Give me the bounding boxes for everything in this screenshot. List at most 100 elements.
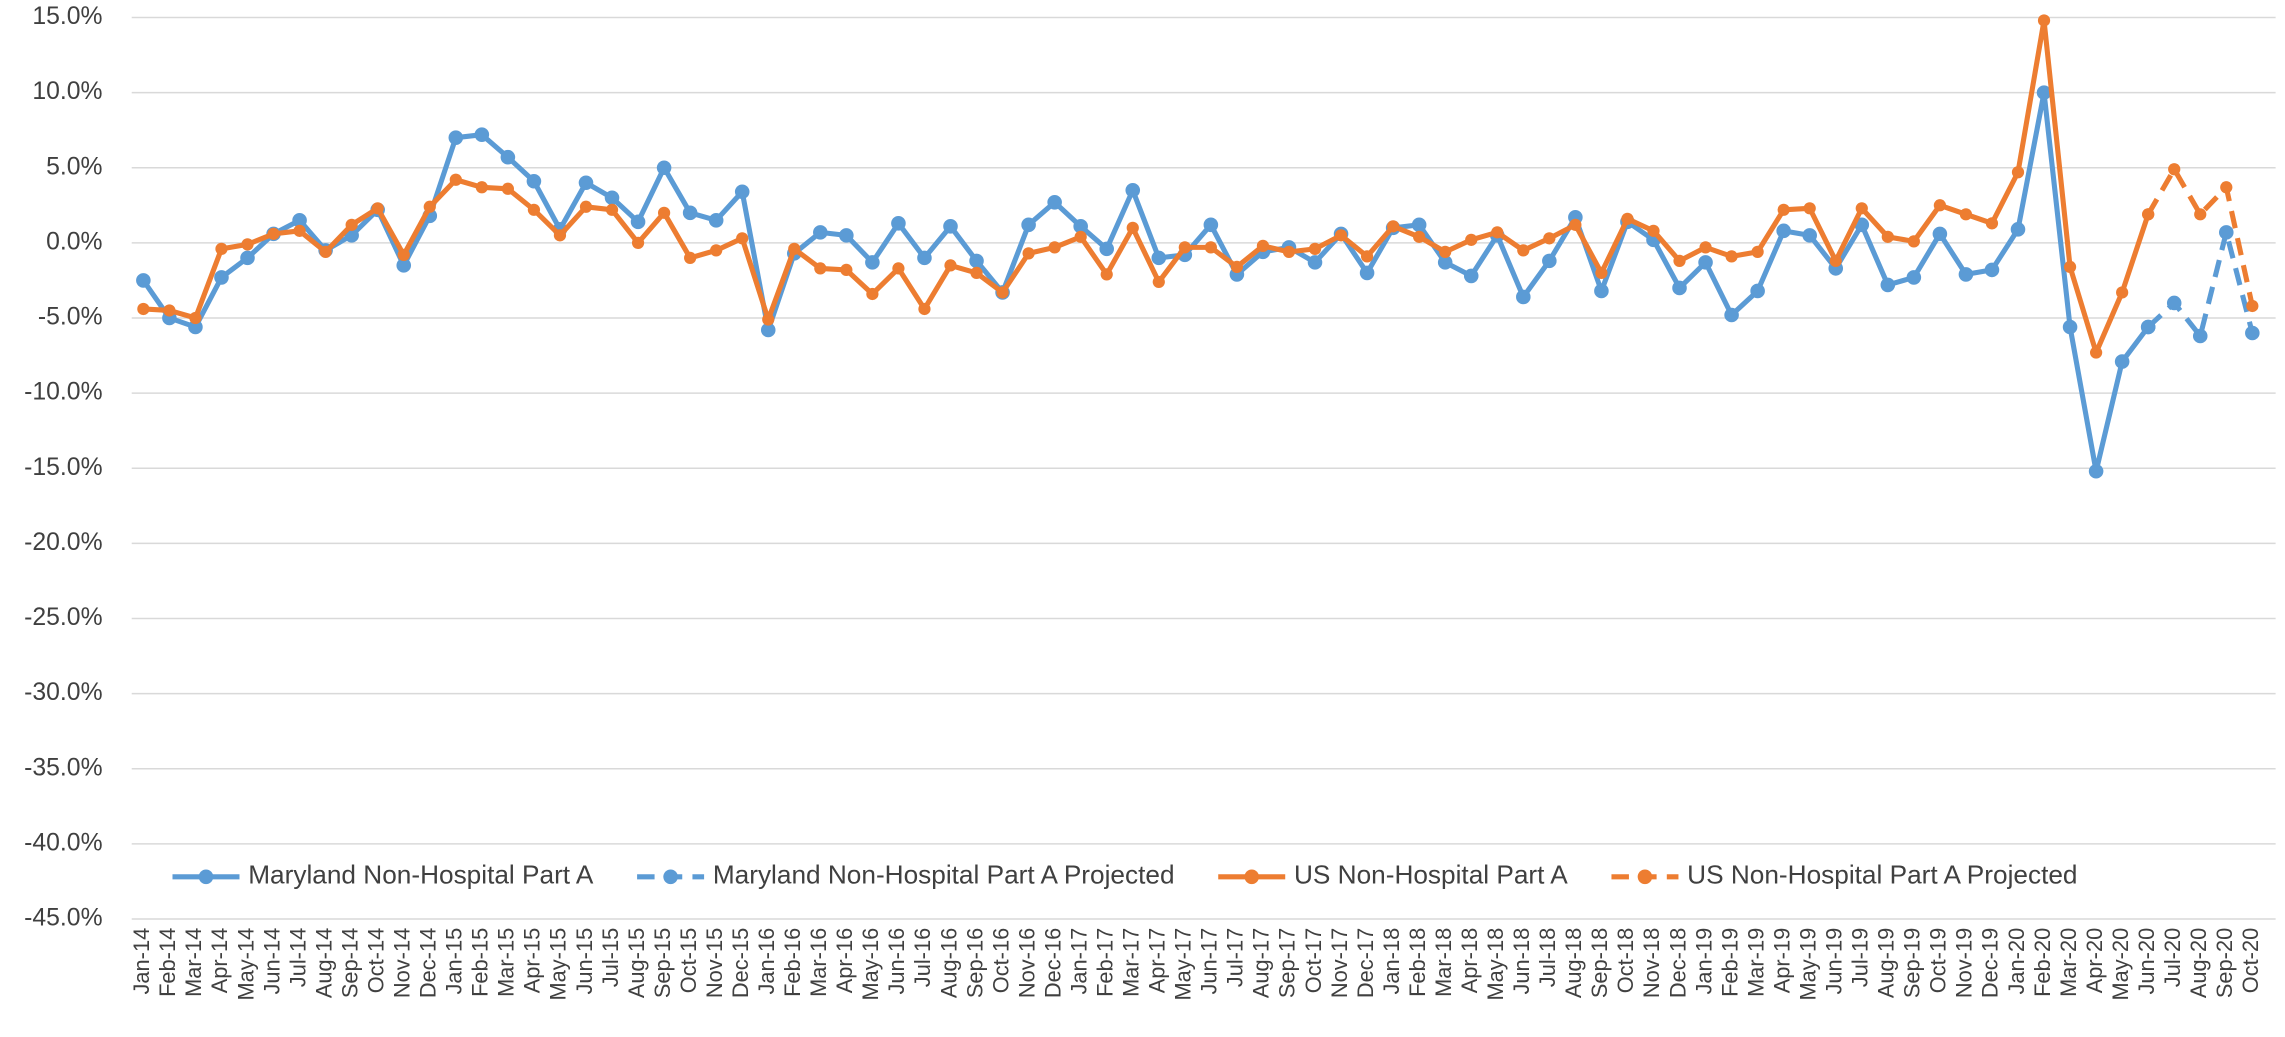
x-tick-label: Mar-14 bbox=[181, 928, 206, 997]
x-tick-label: Sep-17 bbox=[1275, 928, 1300, 998]
data-point bbox=[1048, 241, 1061, 254]
x-tick-label: Feb-15 bbox=[468, 928, 493, 997]
x-tick-label: Mar-19 bbox=[1743, 928, 1768, 997]
x-tick-label: Mar-18 bbox=[1431, 928, 1456, 997]
x-tick-label: Sep-20 bbox=[2212, 928, 2237, 998]
data-point bbox=[1855, 202, 1868, 215]
x-tick-label: Jul-14 bbox=[285, 928, 310, 987]
y-tick-label: -40.0% bbox=[24, 829, 102, 856]
x-tick-label: May-19 bbox=[1795, 928, 1820, 1001]
data-point bbox=[1022, 247, 1035, 260]
y-tick-label: 5.0% bbox=[46, 153, 102, 180]
data-point bbox=[2037, 14, 2051, 27]
x-tick-label: Apr-19 bbox=[1769, 928, 1794, 994]
data-point bbox=[1673, 254, 1686, 268]
data-point bbox=[891, 216, 906, 231]
x-tick-label: Aug-20 bbox=[2186, 928, 2211, 998]
x-tick-label: Jul-20 bbox=[2160, 928, 2185, 987]
data-point bbox=[708, 213, 724, 228]
x-tick-label: Jun-20 bbox=[2134, 928, 2159, 995]
series bbox=[136, 85, 2156, 479]
data-point bbox=[813, 225, 828, 240]
x-tick-label: Mar-20 bbox=[2056, 928, 2081, 997]
data-point bbox=[840, 263, 853, 277]
data-point bbox=[2036, 85, 2052, 100]
data-point bbox=[2063, 260, 2077, 274]
x-tick-label: Jan-19 bbox=[1691, 928, 1716, 995]
x-tick-label: Jul-16 bbox=[910, 928, 935, 987]
x-tick-label: Oct-20 bbox=[2238, 928, 2263, 994]
x-tick-label: Aug-14 bbox=[311, 928, 336, 998]
data-point bbox=[1491, 226, 1504, 239]
data-point bbox=[267, 227, 280, 240]
data-point bbox=[137, 302, 150, 316]
y-tick-label: -5.0% bbox=[38, 304, 103, 331]
data-point bbox=[631, 236, 645, 249]
data-point bbox=[1517, 244, 1530, 257]
data-point bbox=[1387, 220, 1400, 233]
data-point bbox=[1959, 208, 1973, 221]
x-tick-label: May-15 bbox=[546, 928, 571, 1001]
data-point bbox=[1569, 218, 1582, 231]
x-tick-label: Jun-17 bbox=[1197, 928, 1222, 995]
data-point bbox=[1463, 268, 1479, 284]
data-point bbox=[736, 232, 749, 245]
x-tick-label: Oct-16 bbox=[988, 928, 1013, 994]
x-tick-label: Feb-16 bbox=[780, 928, 805, 997]
series bbox=[2142, 163, 2259, 313]
x-tick-label: May-17 bbox=[1171, 928, 1196, 1001]
x-tick-label: Jan-18 bbox=[1379, 928, 1404, 995]
data-point bbox=[319, 245, 332, 258]
data-point bbox=[944, 259, 957, 272]
data-point bbox=[734, 184, 750, 200]
data-point bbox=[1933, 199, 1947, 212]
x-tick-label: Feb-19 bbox=[1717, 928, 1742, 997]
data-point bbox=[684, 251, 697, 265]
x-tick-label: Jun-19 bbox=[1822, 928, 1847, 995]
data-point bbox=[500, 149, 516, 165]
legend-label: Maryland Non-Hospital Part A bbox=[248, 860, 594, 890]
x-tick-label: Oct-15 bbox=[676, 928, 701, 994]
data-point bbox=[1984, 262, 2000, 278]
legend-label: US Non-Hospital Part A Projected bbox=[1687, 860, 2077, 890]
x-tick-label: Dec-16 bbox=[1040, 928, 1065, 998]
data-point bbox=[1672, 280, 1687, 296]
x-tick-label: Feb-20 bbox=[2030, 928, 2055, 997]
data-point bbox=[423, 200, 436, 213]
y-tick-label: 15.0% bbox=[32, 3, 102, 30]
data-point bbox=[2220, 181, 2233, 194]
x-tick-label: Mar-15 bbox=[494, 928, 519, 997]
x-tick-label: Dec-14 bbox=[416, 928, 441, 998]
x-tick-label: Sep-14 bbox=[337, 928, 362, 998]
x-tick-label: Jan-16 bbox=[754, 928, 779, 995]
data-point bbox=[1750, 283, 1765, 299]
data-point bbox=[1777, 203, 1790, 216]
x-tick-label: Nov-16 bbox=[1014, 928, 1039, 998]
data-point bbox=[1906, 270, 1922, 285]
data-point bbox=[762, 313, 775, 326]
data-point bbox=[1413, 230, 1426, 243]
x-tick-label: Mar-16 bbox=[806, 928, 831, 997]
y-tick-label: -30.0% bbox=[24, 679, 102, 706]
data-point bbox=[1439, 245, 1452, 258]
data-point bbox=[865, 255, 880, 270]
x-tick-label: Feb-14 bbox=[155, 928, 180, 997]
data-point bbox=[1021, 217, 1036, 233]
x-tick-label: May-20 bbox=[2108, 928, 2133, 1001]
x-tick-label: Dec-18 bbox=[1665, 928, 1690, 998]
data-point bbox=[292, 213, 307, 228]
x-tick-label: Apr-16 bbox=[832, 928, 857, 994]
data-point bbox=[215, 242, 228, 255]
y-tick-label: -20.0% bbox=[24, 529, 102, 556]
data-point bbox=[1125, 182, 1141, 198]
data-point bbox=[970, 266, 983, 280]
x-tick-label: Oct-19 bbox=[1926, 928, 1951, 994]
legend-label: Maryland Non-Hospital Part A Projected bbox=[713, 860, 1175, 890]
x-tick-label: Dec-17 bbox=[1353, 928, 1378, 998]
data-point bbox=[188, 319, 203, 335]
data-point bbox=[1099, 241, 1115, 257]
y-tick-label: -25.0% bbox=[24, 604, 102, 631]
data-point bbox=[1803, 202, 1816, 215]
data-point bbox=[760, 322, 776, 338]
data-point bbox=[605, 203, 619, 216]
